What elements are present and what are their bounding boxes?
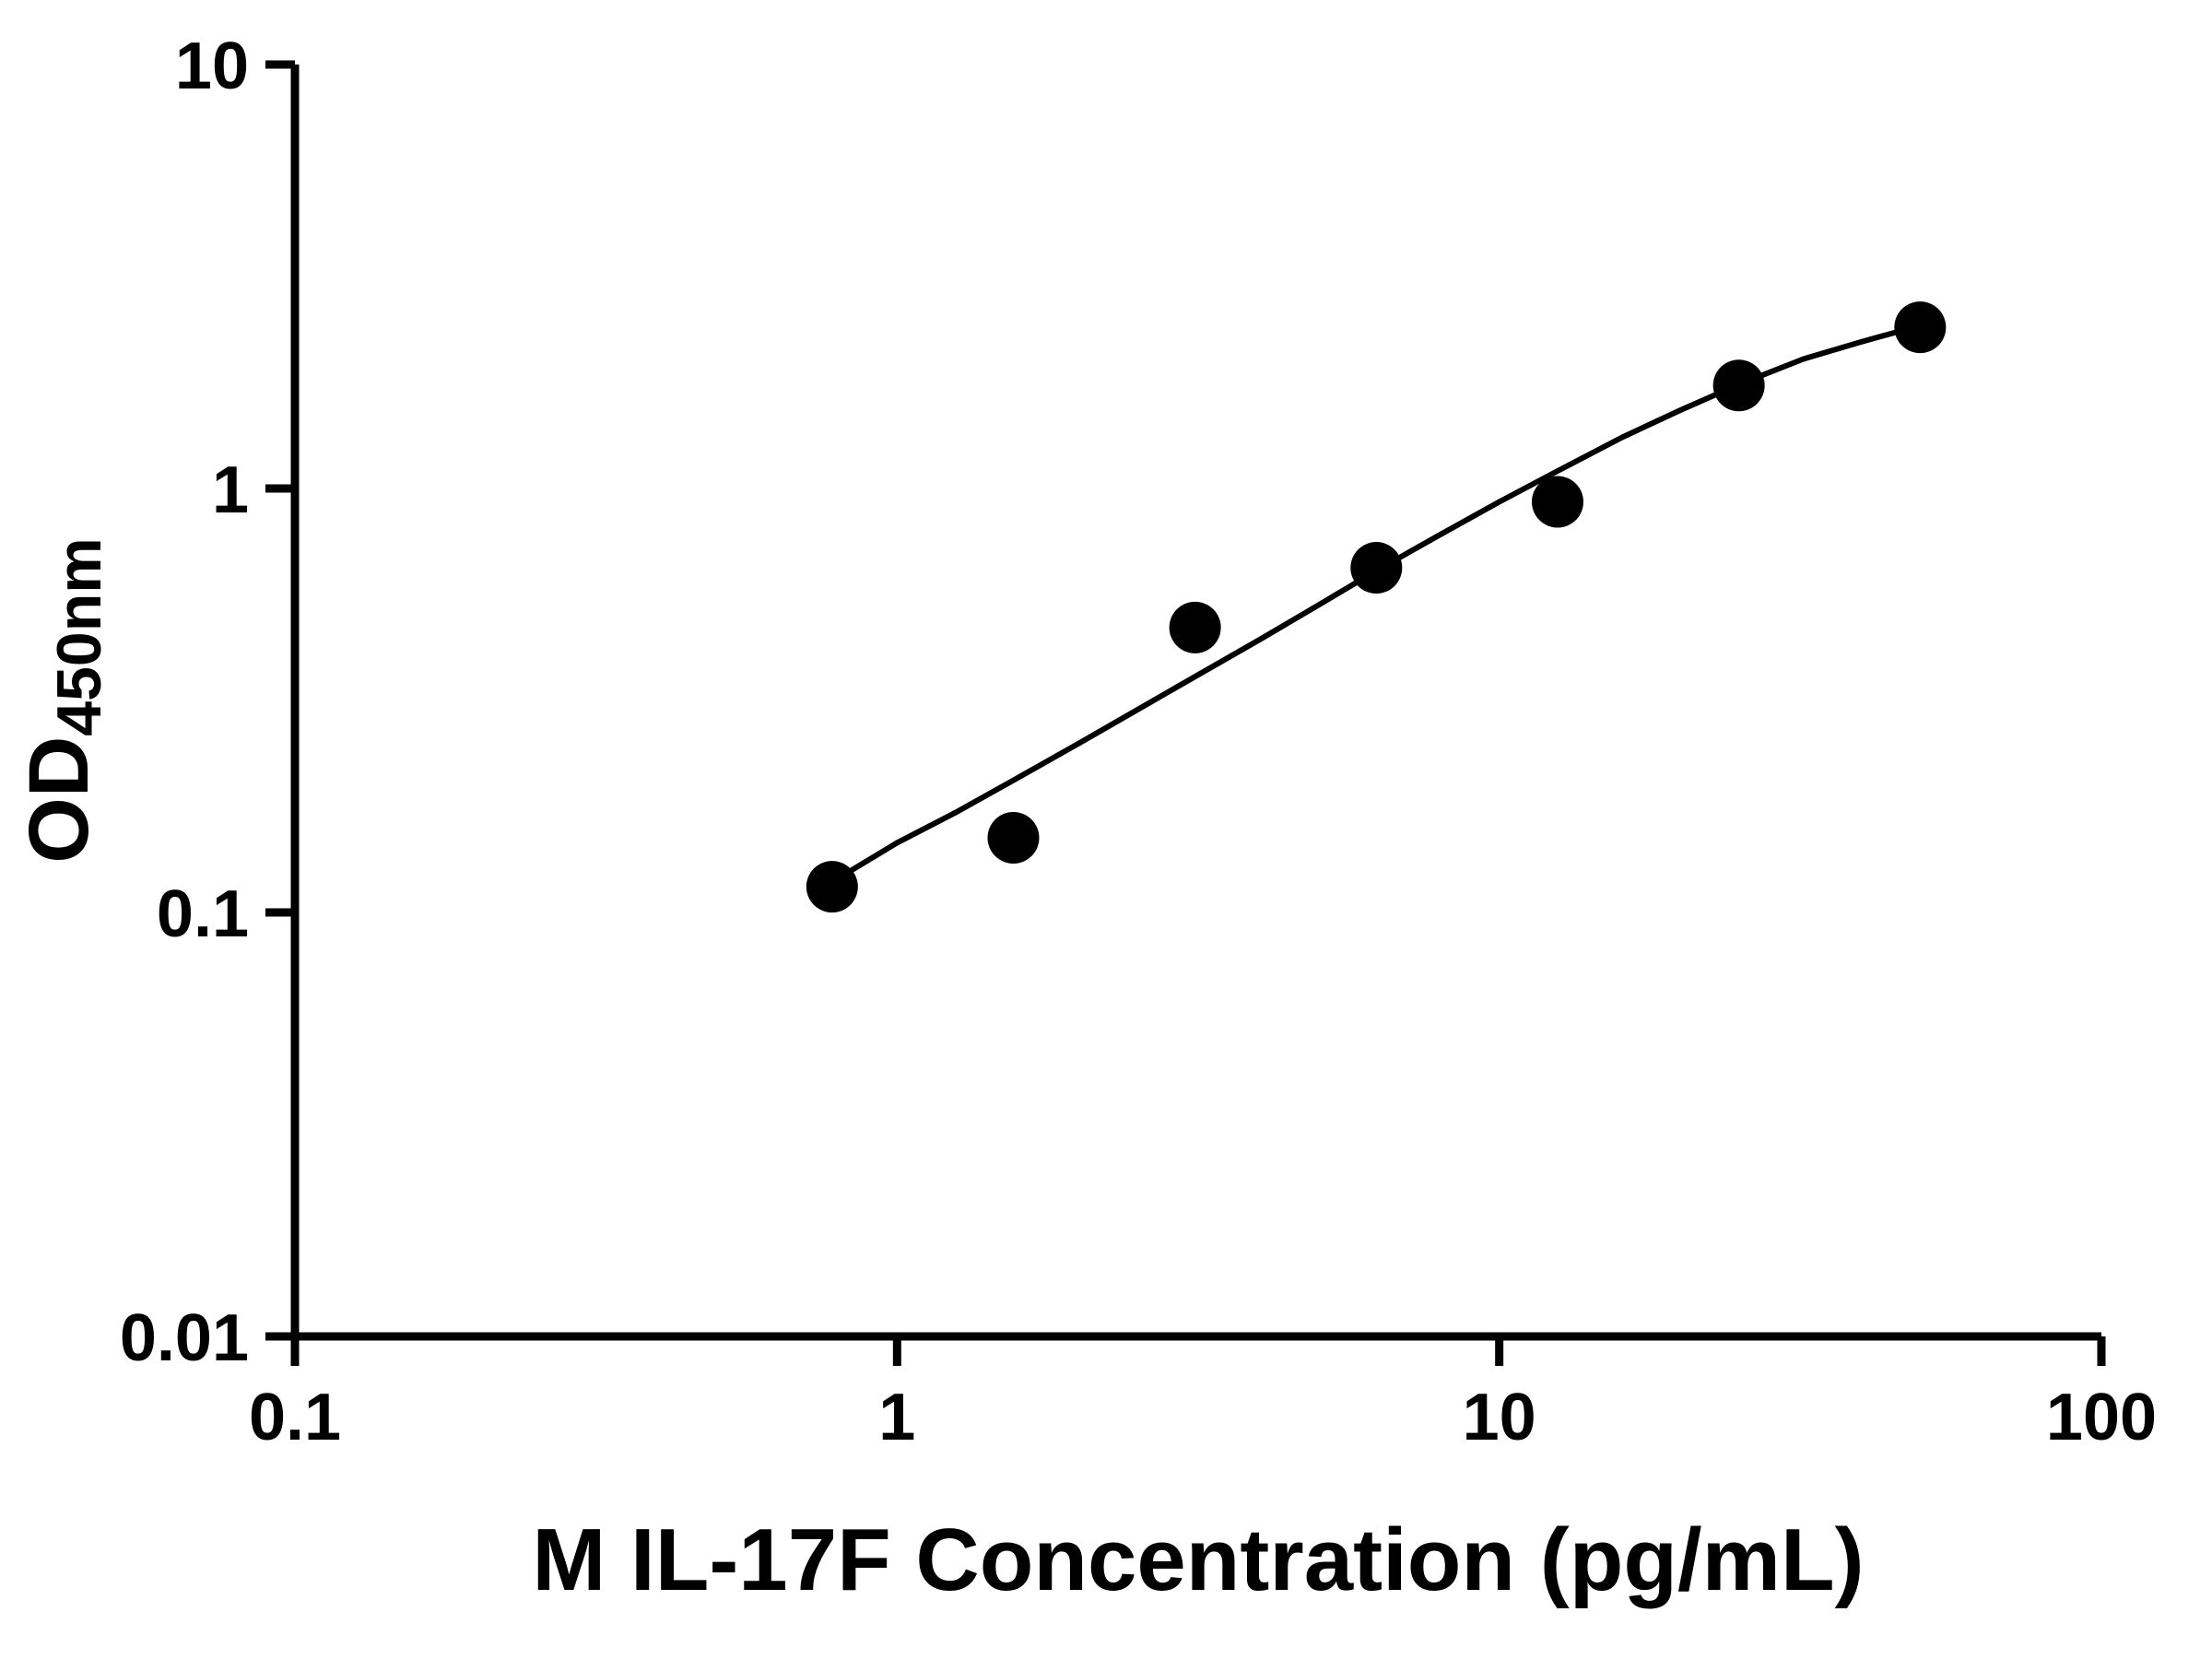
x-tick-label: 1 [878, 1381, 915, 1454]
data-point [806, 861, 858, 913]
data-point [1169, 601, 1221, 653]
y-tick-label: 0.01 [120, 1301, 249, 1375]
axis-line [290, 65, 2101, 1341]
data-point [987, 811, 1040, 864]
y-tick-label: 10 [175, 29, 249, 103]
y-tick-label: 0.1 [157, 877, 249, 951]
data-point [1894, 301, 1947, 354]
x-tick-label: 0.1 [249, 1381, 341, 1454]
y-axis-title: OD450nm [12, 537, 114, 863]
x-tick-label: 10 [1463, 1381, 1536, 1454]
data-point [1350, 542, 1403, 594]
y-axis-title-subscript: 450nm [44, 537, 114, 735]
y-axis-title-main: OD [12, 736, 106, 864]
y-tick-label: 1 [212, 453, 249, 527]
x-tick-label: 100 [2046, 1381, 2157, 1454]
fit-curve-line [829, 323, 1924, 885]
data-point [1712, 359, 1765, 412]
x-axis-title: M IL-17F Concentration (pg/mL) [532, 1511, 1864, 1609]
data-point [1531, 476, 1583, 528]
